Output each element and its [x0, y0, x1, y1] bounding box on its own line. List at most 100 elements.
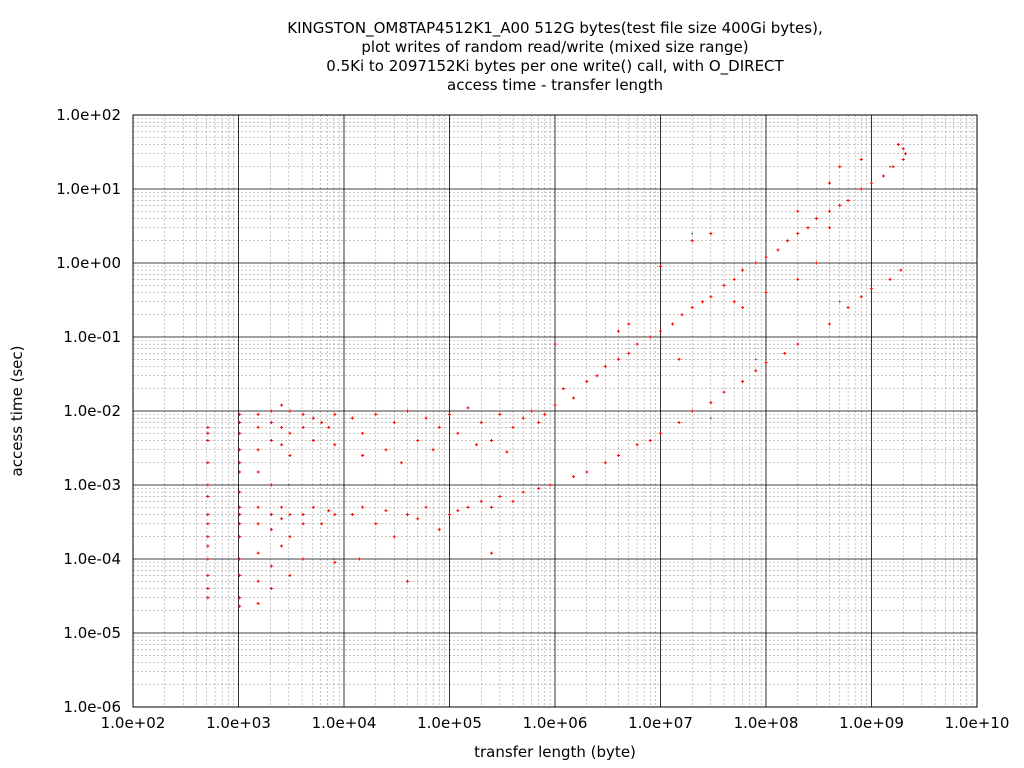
title-line-4: access time - transfer length	[447, 76, 663, 94]
data-point	[448, 412, 451, 416]
data-point	[680, 313, 684, 317]
data-point	[754, 369, 758, 373]
data-point	[238, 573, 242, 577]
data-point	[238, 596, 242, 600]
data-point	[700, 300, 704, 304]
data-point	[416, 517, 420, 521]
x-tick-label: 1.0e+07	[628, 714, 693, 732]
y-tick-label: 1.0e-02	[63, 402, 121, 420]
data-point	[280, 505, 284, 509]
data-point	[256, 522, 260, 526]
data-point	[489, 551, 493, 555]
data-point	[238, 512, 242, 516]
data-point	[659, 431, 662, 435]
data-point	[206, 425, 210, 429]
data-point	[466, 406, 470, 410]
data-point	[690, 306, 694, 310]
data-point	[474, 443, 478, 447]
data-point	[456, 509, 460, 513]
plot-border	[132, 114, 978, 708]
data-point	[288, 535, 292, 539]
data-point	[206, 544, 210, 548]
data-point	[448, 512, 451, 516]
data-point	[859, 187, 863, 191]
data-point	[333, 512, 337, 516]
data-point	[690, 409, 694, 413]
data-point	[796, 232, 800, 236]
data-point	[288, 431, 292, 435]
data-point	[572, 396, 576, 400]
data-point	[859, 295, 863, 299]
data-point	[448, 558, 451, 560]
y-tick-label: 1.0e-01	[63, 328, 121, 346]
data-point	[392, 420, 396, 424]
data-point	[648, 438, 652, 442]
data-point	[806, 226, 810, 230]
data-point	[585, 470, 589, 474]
data-point	[814, 216, 818, 220]
data-point	[828, 226, 832, 230]
data-point	[659, 329, 662, 333]
chart-title: KINGSTON_OM8TAP4512K1_A00 512G bytes(tes…	[287, 19, 822, 94]
data-point	[384, 509, 388, 513]
data-point	[764, 255, 768, 259]
data-point	[754, 261, 758, 265]
data-point	[238, 490, 242, 494]
x-tick-label: 1.0e+10	[945, 714, 1010, 732]
data-point	[511, 499, 515, 503]
data-point	[280, 443, 284, 447]
data-point	[424, 416, 428, 420]
data-point	[333, 443, 337, 447]
data-point	[710, 417, 712, 419]
data-point	[722, 283, 726, 287]
data-point	[350, 416, 354, 420]
data-point	[838, 203, 842, 207]
data-point	[437, 425, 441, 429]
data-point	[635, 342, 639, 346]
data-point	[764, 290, 768, 294]
data-point	[424, 505, 428, 509]
data-point	[238, 461, 242, 465]
data-point	[732, 277, 736, 281]
data-point	[786, 239, 790, 243]
data-point	[617, 454, 621, 458]
data-point	[814, 261, 818, 265]
data-point	[722, 390, 726, 394]
data-point	[238, 420, 242, 424]
data-point	[280, 403, 284, 407]
data-point	[505, 450, 509, 454]
data-point	[406, 579, 410, 583]
data-point	[530, 409, 534, 413]
data-point	[537, 486, 541, 490]
y-tick-label: 1.0e+00	[56, 254, 121, 272]
y-axis-label: access time (sec)	[8, 346, 26, 477]
grid	[132, 114, 978, 708]
data-point	[870, 181, 873, 185]
y-tick-label: 1.0e+01	[56, 180, 121, 198]
data-point	[903, 152, 907, 156]
data-point	[206, 573, 210, 577]
data-point	[256, 470, 260, 474]
data-point	[238, 604, 242, 608]
x-axis-label: transfer length (byte)	[474, 743, 636, 761]
data-points	[206, 142, 907, 608]
x-tick-label: 1.0e+08	[734, 714, 799, 732]
data-point	[327, 509, 331, 513]
data-point	[437, 528, 441, 532]
title-line-3: 0.5Ki to 2097152Ki bytes per one write()…	[326, 57, 784, 76]
data-point	[431, 448, 435, 452]
data-point	[627, 351, 631, 355]
data-point	[755, 358, 757, 360]
y-tick-label: 1.0e+02	[56, 106, 121, 124]
y-tick-label: 1.0e-04	[63, 550, 121, 568]
data-point	[206, 438, 210, 442]
data-point	[399, 461, 403, 465]
data-point	[889, 166, 891, 168]
data-point	[595, 374, 599, 378]
data-point	[374, 412, 378, 416]
data-point	[882, 174, 886, 178]
data-point	[828, 181, 832, 185]
data-point	[206, 535, 210, 539]
data-point	[392, 535, 396, 539]
data-point	[553, 342, 557, 346]
